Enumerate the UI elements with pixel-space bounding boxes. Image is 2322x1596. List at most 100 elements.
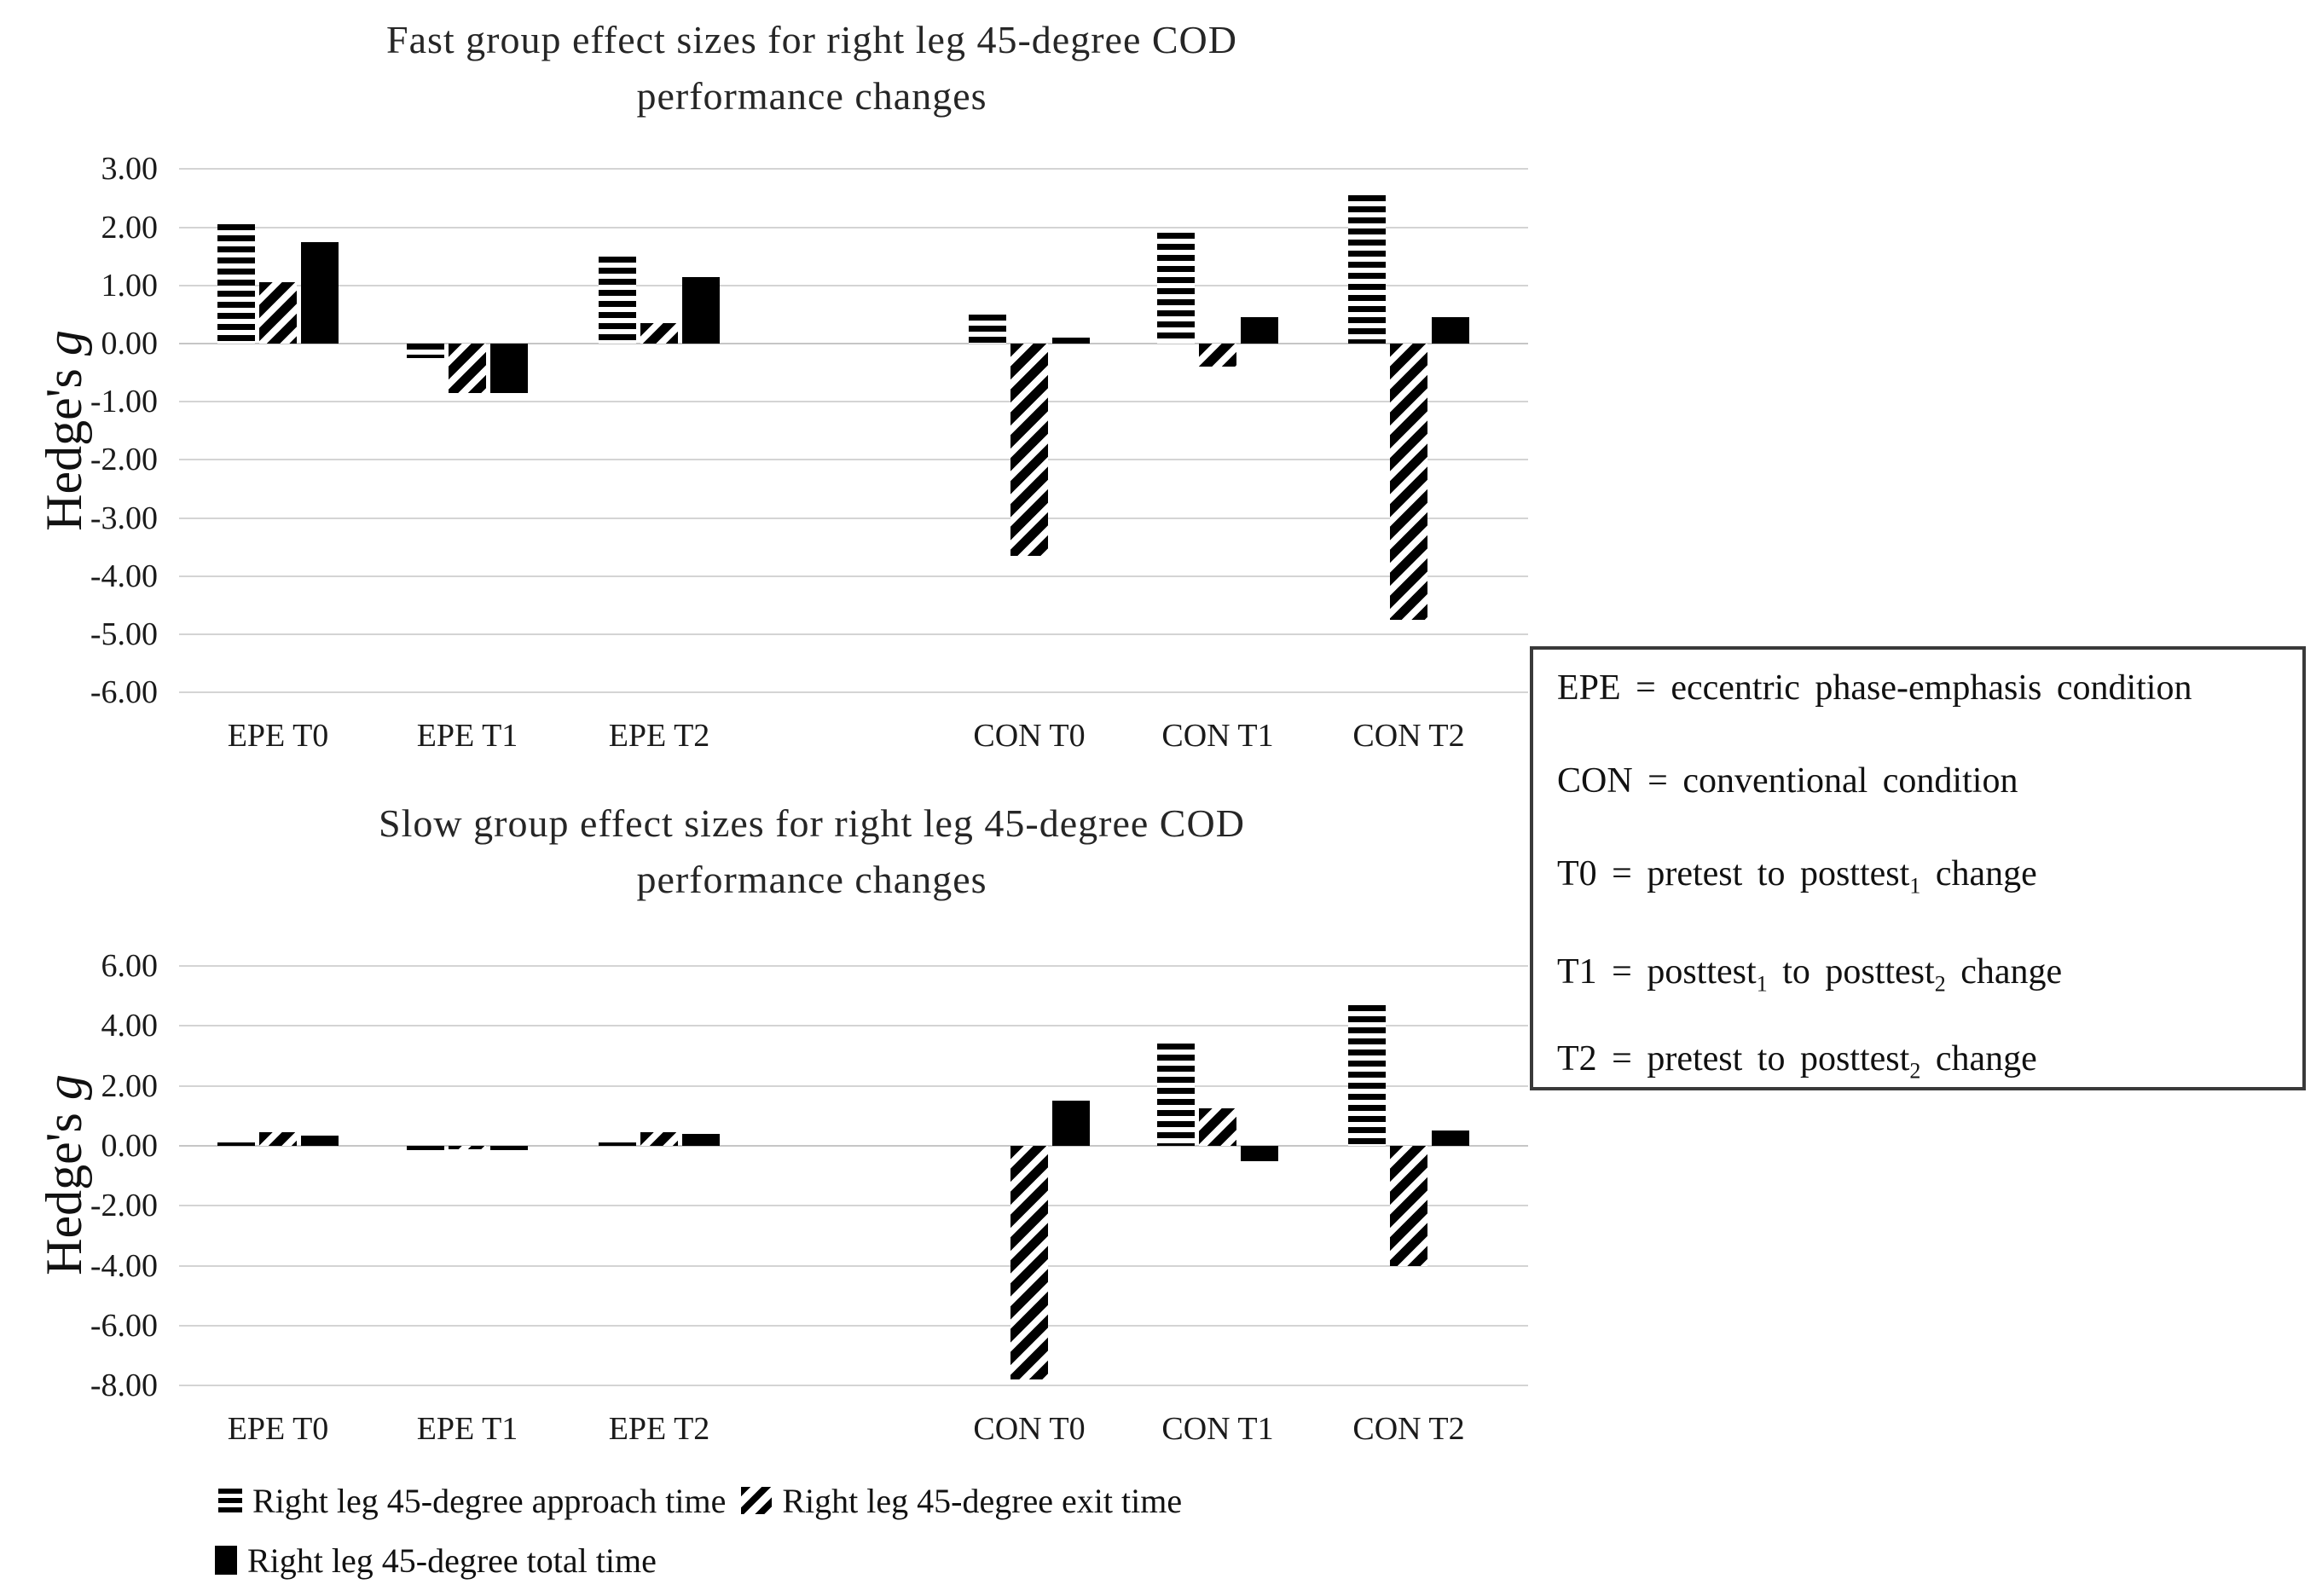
- pattern-legend-item-diagonal-stripes: Right leg 45-degree exit time: [741, 1481, 1182, 1521]
- xtick-label-slow-epe-t0: EPE T0: [227, 1411, 329, 1447]
- xtick-label-fast-con-t1: CON T1: [1161, 718, 1274, 754]
- bar-slow-con-t1-approach: [1157, 1044, 1195, 1146]
- definition-text: to posttest: [1767, 952, 1935, 992]
- bar-slow-con-t0-exit: [1010, 1146, 1048, 1379]
- bar-fast-epe-t2-total: [682, 277, 720, 344]
- pattern-legend-label: Right leg 45-degree exit time: [782, 1481, 1183, 1520]
- bar-fast-epe-t0-approach: [217, 224, 255, 344]
- definition-text: CON = conventional condition: [1557, 761, 2018, 801]
- bar-fast-con-t1-total: [1241, 317, 1278, 344]
- bar-slow-con-t2-total: [1432, 1130, 1469, 1146]
- gridline-fast--4.00: [179, 575, 1528, 577]
- diagonal-stripes-swatch-icon: [741, 1487, 773, 1514]
- bar-slow-con-t2-exit: [1390, 1146, 1427, 1266]
- bar-fast-con-t0-total: [1052, 338, 1090, 344]
- gridline-slow--6.00: [179, 1324, 1528, 1327]
- xtick-label-slow-con-t1: CON T1: [1161, 1411, 1274, 1447]
- definition-text: change: [1920, 1039, 2037, 1078]
- pattern-legend-label: Right leg 45-degree total time: [247, 1541, 657, 1580]
- gridline-fast-3.00: [179, 168, 1528, 171]
- bar-fast-epe-t1-total: [490, 344, 528, 393]
- xtick-label-slow-epe-t1: EPE T1: [416, 1411, 518, 1447]
- bar-slow-epe-t1-approach: [407, 1146, 444, 1150]
- bar-fast-con-t0-approach: [969, 315, 1006, 344]
- gridline-slow-4.00: [179, 1025, 1528, 1027]
- gridline-slow--8.00: [179, 1385, 1528, 1387]
- bar-fast-con-t1-approach: [1157, 233, 1195, 344]
- pattern-legend-row-2: Right leg 45-degree total time: [215, 1537, 672, 1583]
- ytick-label-fast-2.00: 2.00: [101, 209, 159, 246]
- bar-fast-con-t1-exit: [1199, 344, 1236, 367]
- solid-square-swatch-icon: [215, 1546, 237, 1575]
- pattern-legend-label: Right leg 45-degree approach time: [252, 1481, 727, 1520]
- bar-slow-con-t2-approach: [1348, 1005, 1386, 1146]
- bar-fast-epe-t1-approach: [407, 344, 444, 358]
- gridline-slow-2.00: [179, 1084, 1528, 1087]
- bar-fast-epe-t2-approach: [599, 257, 636, 344]
- fast-group-chart-title-line-2: performance changes: [636, 74, 987, 118]
- definition-text: EPE = eccentric phase-emphasis condition: [1557, 668, 2192, 708]
- bar-slow-epe-t1-exit: [449, 1146, 486, 1149]
- definition-subscript: 2: [1934, 971, 1946, 997]
- definition-text: T1 = posttest: [1557, 952, 1757, 992]
- bar-fast-epe-t0-exit: [259, 282, 297, 344]
- bar-slow-epe-t0-total: [301, 1136, 339, 1146]
- xtick-label-fast-epe-t1: EPE T1: [416, 718, 518, 754]
- bar-fast-con-t2-exit: [1390, 344, 1427, 620]
- definition-subscript: 1: [1756, 971, 1768, 997]
- definition-line-1: EPE = eccentric phase-emphasis condition: [1557, 665, 2192, 711]
- gridline-fast--5.00: [179, 633, 1528, 635]
- bar-slow-con-t0-total: [1052, 1101, 1090, 1146]
- ytick-label-slow-6.00: 6.00: [101, 948, 159, 985]
- bar-fast-epe-t0-total: [301, 242, 339, 344]
- xtick-label-fast-epe-t0: EPE T0: [227, 718, 329, 754]
- bar-slow-epe-t2-approach: [599, 1142, 636, 1146]
- bar-slow-con-t1-exit: [1199, 1108, 1236, 1146]
- ytick-label-fast--6.00: -6.00: [90, 674, 158, 711]
- ytick-label-slow--4.00: -4.00: [90, 1247, 158, 1284]
- bar-fast-epe-t1-exit: [449, 344, 486, 393]
- gridline-fast--3.00: [179, 517, 1528, 519]
- definition-subscript: 2: [1909, 1058, 1921, 1084]
- bar-fast-con-t2-approach: [1348, 195, 1386, 344]
- xtick-label-slow-con-t0: CON T0: [973, 1411, 1086, 1447]
- ytick-label-fast-0.00: 0.00: [101, 326, 159, 361]
- horizontal-stripes-swatch-icon: [218, 1488, 242, 1513]
- xtick-label-slow-epe-t2: EPE T2: [608, 1411, 710, 1447]
- gridline-fast--2.00: [179, 459, 1528, 461]
- fast-group-chart-title: Fast group effect sizes for right leg 45…: [300, 12, 1323, 124]
- slow-group-chart-title: Slow group effect sizes for right leg 45…: [300, 795, 1323, 908]
- bar-fast-con-t2-total: [1432, 317, 1469, 344]
- ytick-label-fast--5.00: -5.00: [90, 616, 158, 652]
- xtick-label-slow-con-t2: CON T2: [1352, 1411, 1465, 1447]
- ytick-label-fast--2.00: -2.00: [90, 442, 158, 478]
- definition-subscript: 1: [1909, 873, 1921, 899]
- ytick-label-fast-3.00: 3.00: [101, 151, 159, 188]
- ytick-label-fast-1.00: 1.00: [101, 267, 159, 304]
- ytick-label-fast--1.00: -1.00: [90, 384, 158, 420]
- ytick-label-slow--2.00: -2.00: [90, 1188, 158, 1224]
- definition-line-4: T1 = posttest1 to posttest2 change: [1557, 949, 2062, 995]
- definition-line-3: T0 = pretest to posttest1 change: [1557, 851, 2037, 897]
- fast-group-chart-title-line-1: Fast group effect sizes for right leg 45…: [386, 18, 1237, 61]
- definition-line-2: CON = conventional condition: [1557, 758, 2018, 804]
- definition-line-5: T2 = pretest to posttest2 change: [1557, 1036, 2037, 1082]
- slow-group-chart-title-line-1: Slow group effect sizes for right leg 45…: [379, 801, 1245, 845]
- bar-slow-epe-t0-approach: [217, 1142, 255, 1146]
- ytick-label-slow--8.00: -8.00: [90, 1368, 158, 1404]
- gridline-fast-0.00: [179, 343, 1528, 344]
- bar-fast-con-t0-exit: [1010, 344, 1048, 556]
- xtick-label-fast-epe-t2: EPE T2: [608, 718, 710, 754]
- slow-group-chart-title-line-2: performance changes: [636, 858, 987, 901]
- ytick-label-fast--4.00: -4.00: [90, 558, 158, 594]
- gridline-fast-1.00: [179, 284, 1528, 286]
- gridline-slow--2.00: [179, 1205, 1528, 1207]
- bar-slow-epe-t2-total: [682, 1134, 720, 1146]
- ytick-label-slow-0.00: 0.00: [101, 1128, 159, 1164]
- gridline-slow--4.00: [179, 1264, 1528, 1267]
- gridline-fast--1.00: [179, 401, 1528, 403]
- bar-slow-epe-t1-total: [490, 1146, 528, 1150]
- bar-fast-epe-t2-exit: [640, 323, 678, 344]
- pattern-legend-item-horizontal-stripes: Right leg 45-degree approach time: [218, 1481, 726, 1521]
